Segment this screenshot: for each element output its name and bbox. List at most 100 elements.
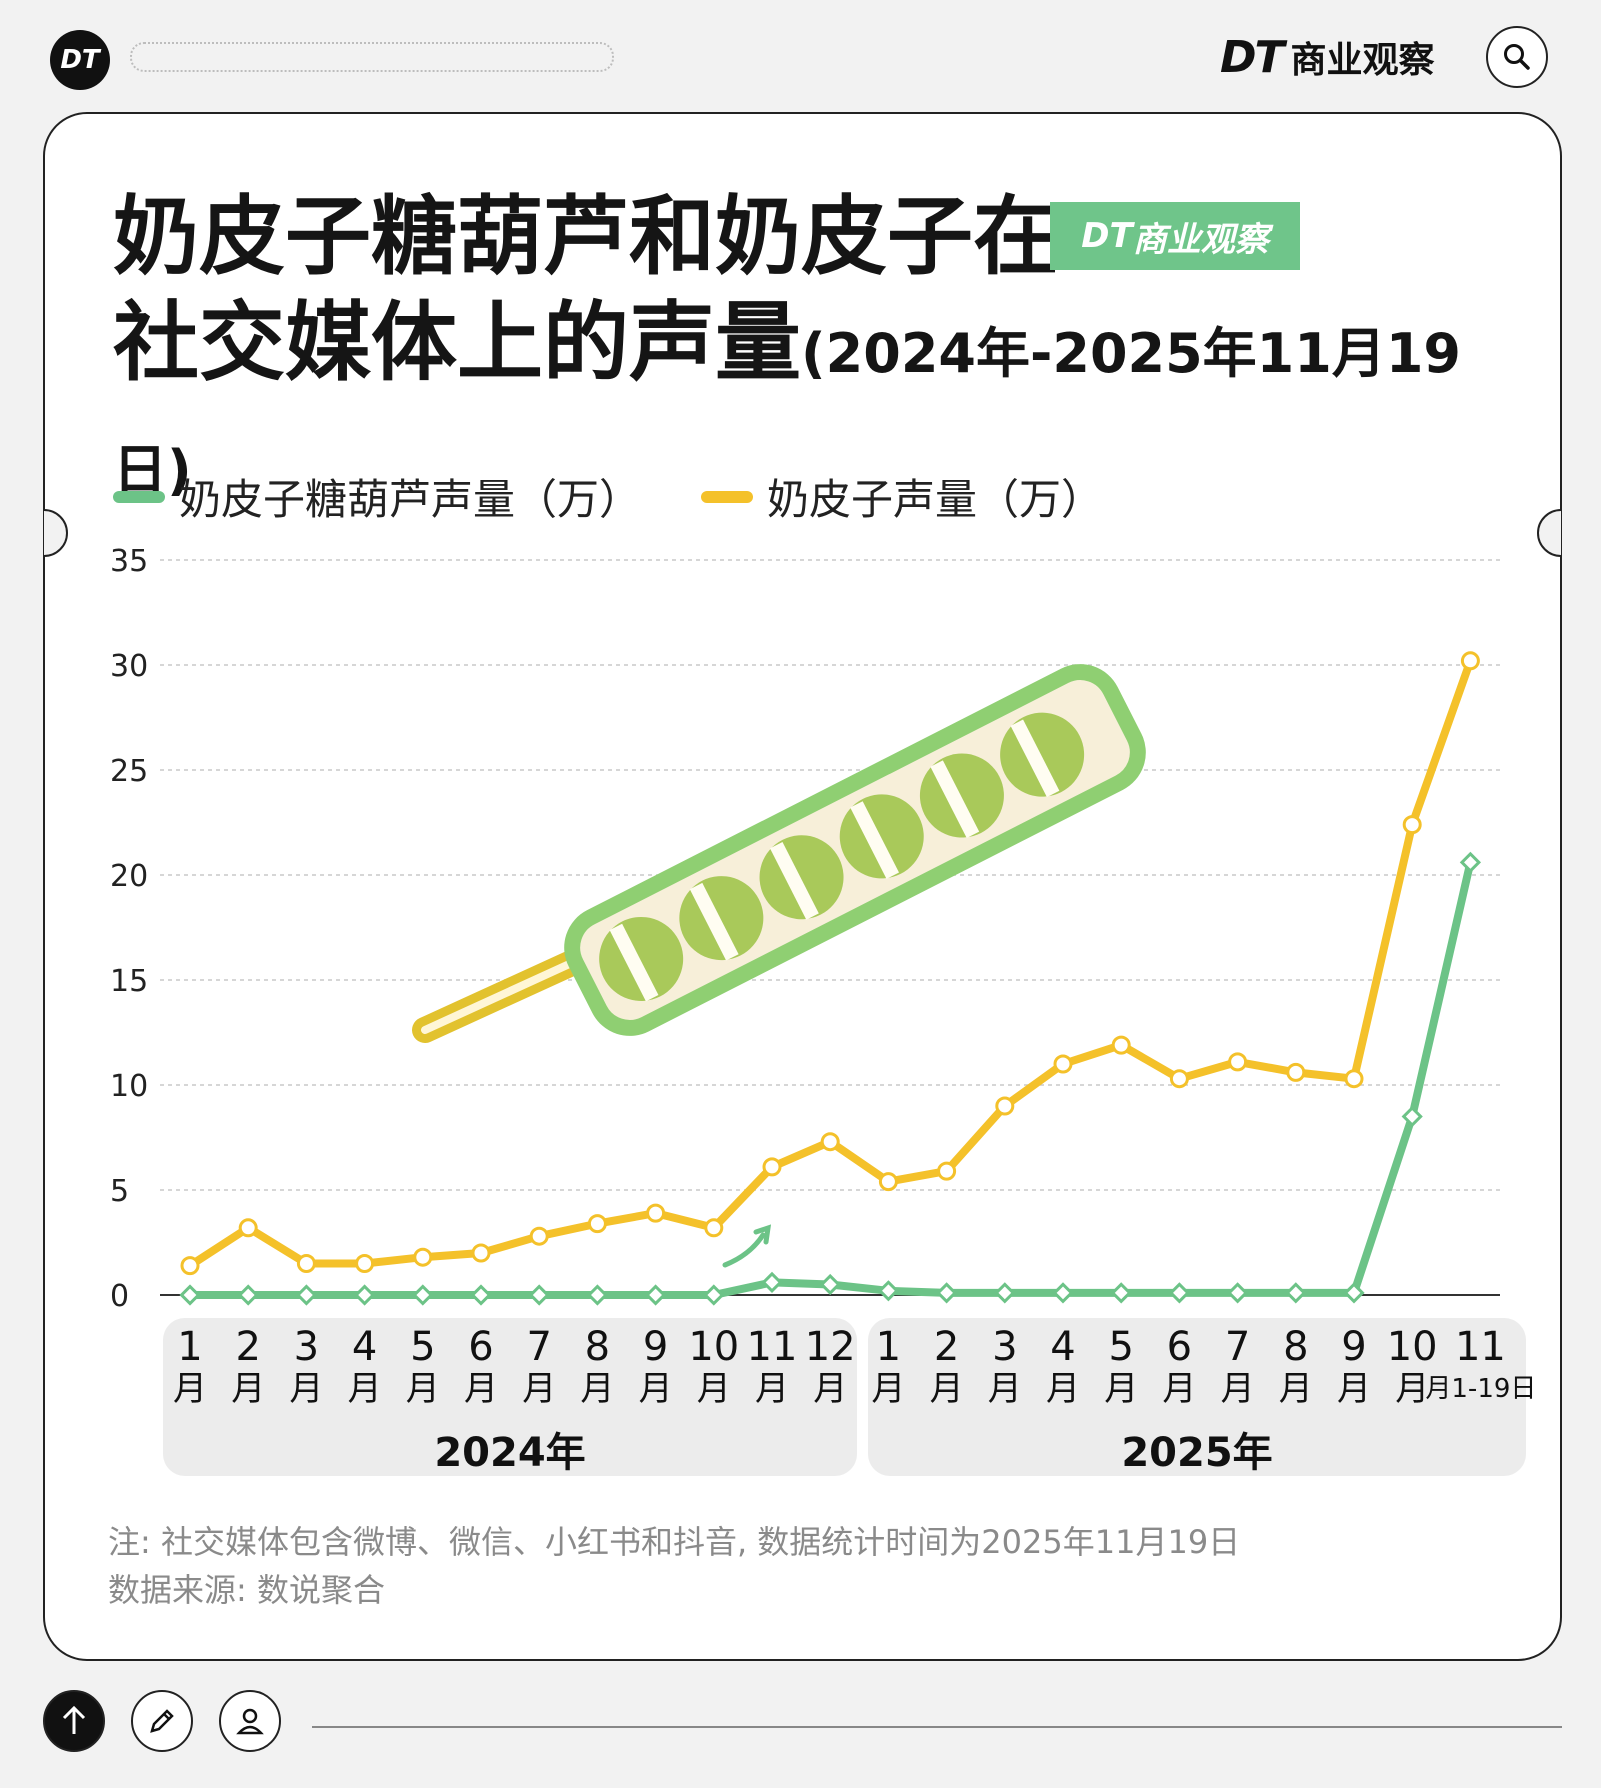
x-tick-unit: 月: [1395, 1369, 1430, 1409]
search-bar[interactable]: [130, 42, 614, 72]
x-tick-unit: 月: [1162, 1369, 1197, 1409]
x-tick-unit: 月: [696, 1369, 731, 1409]
x-tick-unit: 月1-19日: [1425, 1374, 1537, 1404]
top-bar: DT DT 商业观察: [0, 0, 1601, 110]
x-tick-unit: 月: [755, 1369, 789, 1409]
data-point-tanghulu: [819, 1273, 841, 1296]
x-tick-number: 10: [688, 1324, 740, 1370]
brand-title: DT 商业观察: [1220, 32, 1435, 83]
arrow-up-icon: [62, 1705, 86, 1734]
data-point-naipizi: [1228, 1052, 1248, 1072]
search-button[interactable]: [1486, 26, 1548, 88]
data-point-tanghulu: [470, 1284, 492, 1306]
badge-name: 商业观察: [1132, 219, 1269, 260]
x-tick-number: 6: [1166, 1324, 1193, 1370]
x-tick-unit: 月: [1278, 1369, 1313, 1409]
back-to-top-button[interactable]: [43, 1690, 105, 1752]
y-tick-label: 35: [110, 544, 148, 579]
data-point-naipizi: [1111, 1035, 1131, 1055]
dt-logo[interactable]: DT: [50, 30, 110, 90]
y-tick-label: 5: [110, 1174, 129, 1209]
year-label-2024: 2024年: [434, 1430, 586, 1476]
series-line-naipizi: [186, 656, 1475, 1270]
x-tick-unit: 月: [347, 1369, 382, 1409]
data-point-naipizi: [878, 1172, 898, 1192]
data-point-tanghulu: [237, 1284, 259, 1306]
x-tick-number: 1: [177, 1324, 203, 1370]
data-point-tanghulu: [1459, 851, 1482, 874]
x-tick-number: 3: [992, 1324, 1018, 1370]
x-tick-unit: 月: [580, 1369, 615, 1409]
data-point-tanghulu: [1401, 1105, 1423, 1128]
data-point-naipizi: [820, 1132, 840, 1152]
x-tick-unit: 月: [813, 1369, 848, 1409]
profile-button[interactable]: [219, 1690, 281, 1752]
brand-name: 商业观察: [1290, 40, 1435, 81]
x-tick-number: 8: [584, 1324, 611, 1370]
x-tick-number: 1: [875, 1324, 902, 1370]
y-tick-label: 20: [110, 859, 148, 894]
y-tick-label: 10: [110, 1069, 148, 1104]
data-point-naipizi: [296, 1254, 316, 1273]
data-point-tanghulu: [353, 1284, 376, 1306]
x-tick-unit: 月: [173, 1369, 207, 1409]
x-tick-number: 6: [468, 1324, 494, 1370]
title-date-range: (2024年-2025年11月19日): [113, 322, 1461, 502]
data-point-tanghulu: [1343, 1282, 1365, 1304]
x-tick-number: 3: [293, 1324, 320, 1370]
x-tick-number: 7: [1224, 1324, 1251, 1370]
data-point-tanghulu: [1226, 1282, 1249, 1304]
data-point-naipizi: [238, 1218, 258, 1238]
x-tick-unit: 月: [231, 1369, 266, 1409]
title-line-1: 奶皮子糖葫芦和奶皮子在: [113, 187, 1059, 287]
x-tick-label: 10 月: [674, 1325, 754, 1409]
bottom-bar: [0, 1690, 1601, 1788]
user-icon: [236, 1708, 264, 1735]
data-point-tanghulu: [1285, 1282, 1307, 1304]
legend-label-tanghulu: 奶皮子糖葫芦声量（万）: [179, 475, 642, 524]
edit-button[interactable]: [131, 1690, 193, 1752]
x-tick-number: 2: [235, 1324, 261, 1370]
legend-item-tanghulu: 奶皮子糖葫芦声量（万）: [113, 466, 641, 527]
x-tick-number: 7: [526, 1324, 552, 1370]
x-tick-label: 12 月: [790, 1325, 870, 1409]
data-point-naipizi: [704, 1218, 724, 1238]
x-tick-number: 12: [804, 1324, 856, 1370]
brand-badge: DT 商业观察: [1050, 202, 1300, 270]
data-point-naipizi: [995, 1096, 1015, 1116]
tanghulu-illustration: [412, 664, 1146, 1043]
data-point-tanghulu: [1168, 1282, 1191, 1304]
data-point-naipizi: [1286, 1062, 1306, 1082]
x-tick-unit: 月: [522, 1369, 557, 1409]
x-tick-number: 5: [410, 1324, 436, 1370]
x-tick-number: 11: [746, 1324, 798, 1370]
data-point-naipizi: [1460, 651, 1480, 671]
x-tick-number: 8: [1283, 1324, 1309, 1370]
legend-label-naipizi: 奶皮子声量（万）: [767, 475, 1104, 524]
note-line: 注: 社交媒体包含微博、微信、小红书和抖音, 数据统计时间为2025年11月19…: [108, 1523, 1241, 1561]
x-tick-number: 4: [351, 1324, 378, 1370]
x-tick-unit: 月: [1046, 1369, 1080, 1409]
data-point-naipizi: [1169, 1069, 1189, 1089]
x-tick-number: 9: [1341, 1324, 1367, 1370]
x-tick-number: 5: [1108, 1324, 1134, 1370]
data-point-naipizi: [646, 1203, 666, 1223]
x-tick-number: 4: [1050, 1324, 1076, 1370]
x-tick-label: 10 月: [1372, 1325, 1452, 1409]
data-point-naipizi: [937, 1161, 957, 1181]
y-tick-label: 30: [110, 649, 148, 684]
x-tick-label: 11 月: [732, 1325, 812, 1409]
title-line-2: 社交媒体上的声量(2024年-2025年11月19日): [113, 290, 1513, 524]
y-tick-label: 25: [110, 754, 148, 789]
